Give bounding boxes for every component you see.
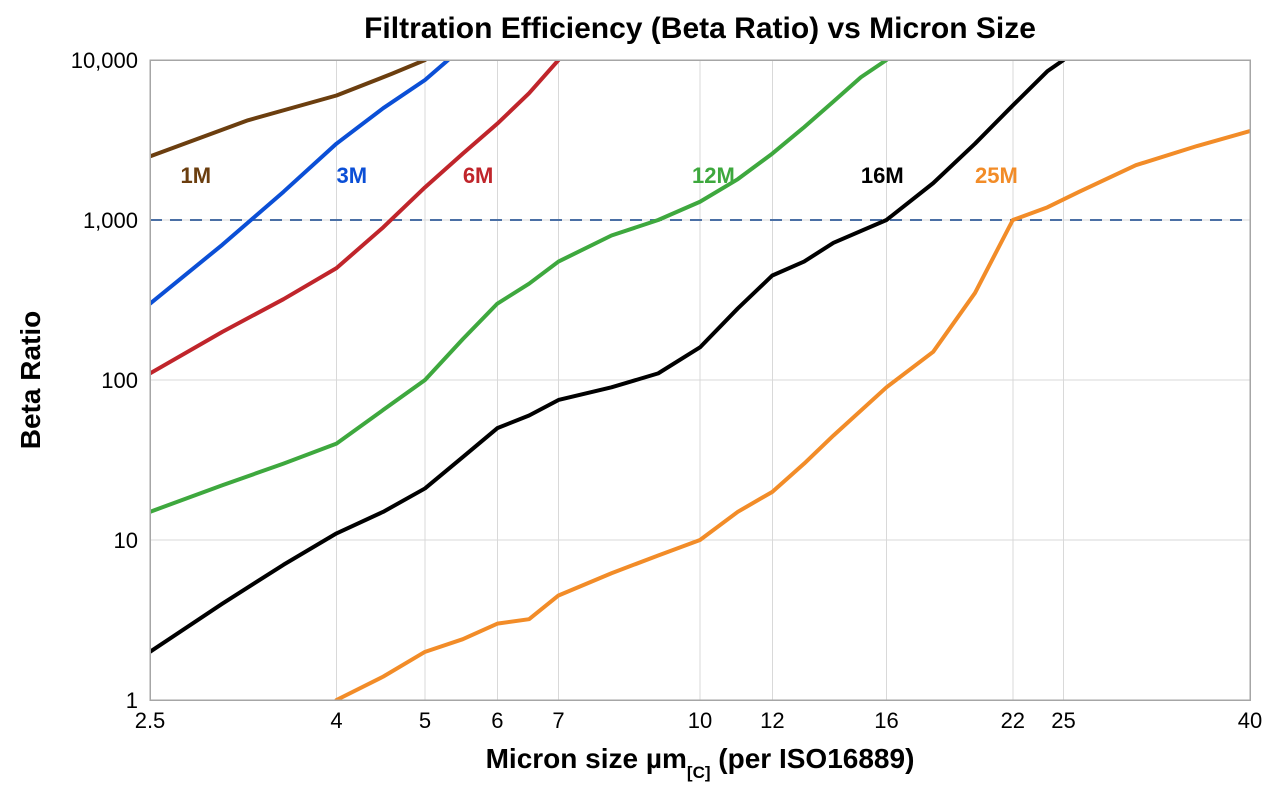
series-label-3M: 3M [336, 163, 367, 188]
x-tick-label: 16 [874, 708, 898, 733]
x-tick-label: 12 [760, 708, 784, 733]
series-label-25M: 25M [975, 163, 1018, 188]
chart-title: Filtration Efficiency (Beta Ratio) vs Mi… [364, 12, 1036, 45]
y-tick-label: 10,000 [71, 48, 138, 73]
y-tick-label: 1 [126, 688, 138, 713]
x-tick-label: 2.5 [135, 708, 166, 733]
y-axis-label: Beta Ratio [15, 311, 46, 449]
x-tick-label: 7 [552, 708, 564, 733]
x-tick-label: 4 [330, 708, 342, 733]
series-label-1M: 1M [181, 163, 212, 188]
series-label-12M: 12M [692, 163, 735, 188]
y-tick-label: 100 [101, 368, 138, 393]
x-tick-label: 40 [1238, 708, 1262, 733]
chart-background [0, 0, 1272, 790]
x-tick-label: 25 [1051, 708, 1075, 733]
x-tick-label: 6 [491, 708, 503, 733]
y-tick-label: 10 [114, 528, 138, 553]
x-tick-label: 10 [688, 708, 712, 733]
chart-container: Filtration Efficiency (Beta Ratio) vs Mi… [0, 0, 1272, 790]
series-label-16M: 16M [861, 163, 904, 188]
y-tick-label: 1,000 [83, 208, 138, 233]
x-tick-label: 22 [1001, 708, 1025, 733]
x-tick-label: 5 [419, 708, 431, 733]
chart-svg: Filtration Efficiency (Beta Ratio) vs Mi… [0, 0, 1272, 790]
series-label-6M: 6M [463, 163, 494, 188]
